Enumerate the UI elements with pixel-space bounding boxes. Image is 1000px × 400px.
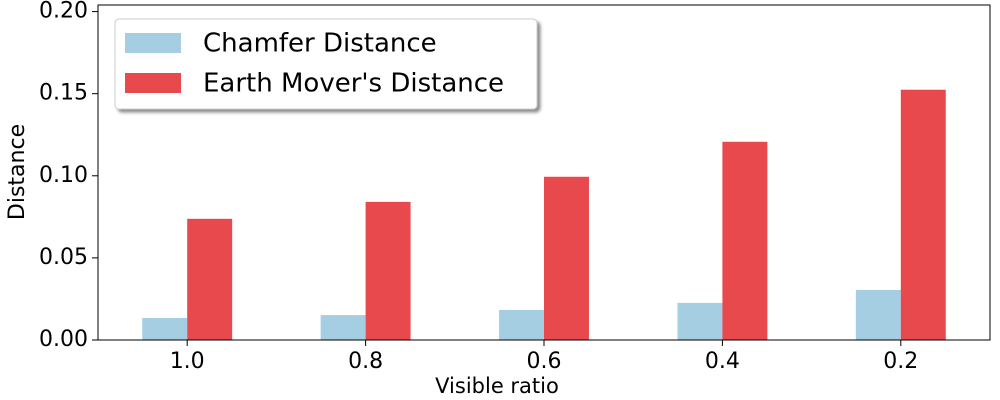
x-tick-label: 0.6 [527, 349, 562, 374]
x-tick-label: 0.8 [348, 349, 383, 374]
bar [499, 309, 544, 340]
plot-frame [97, 4, 991, 341]
bar [722, 141, 768, 340]
x-tick-label: 1.0 [170, 349, 205, 374]
bar [365, 201, 411, 340]
y-axis-label: Distance [5, 124, 30, 220]
y-tick-label: 0.20 [39, 0, 88, 24]
x-tick-label: 0.2 [883, 349, 918, 374]
y-tick-label: 0.10 [39, 163, 88, 188]
legend-swatch [125, 73, 181, 93]
bar [900, 89, 946, 340]
bar [855, 289, 901, 340]
x-axis-label: Visible ratio [435, 374, 559, 398]
bar [320, 315, 366, 340]
y-tick-label: 0.05 [39, 245, 88, 270]
bar [187, 218, 233, 340]
legend-label: Chamfer Distance [203, 29, 437, 59]
legend-box [114, 18, 538, 110]
x-tick-label: 0.4 [705, 349, 740, 374]
bar [677, 302, 723, 340]
y-tick-label: 0.00 [39, 327, 88, 352]
legend-swatch [125, 33, 181, 53]
bar [544, 176, 589, 340]
legend-label: Earth Mover's Distance [203, 69, 504, 99]
y-tick-label: 0.15 [39, 81, 88, 106]
bar [142, 317, 188, 340]
